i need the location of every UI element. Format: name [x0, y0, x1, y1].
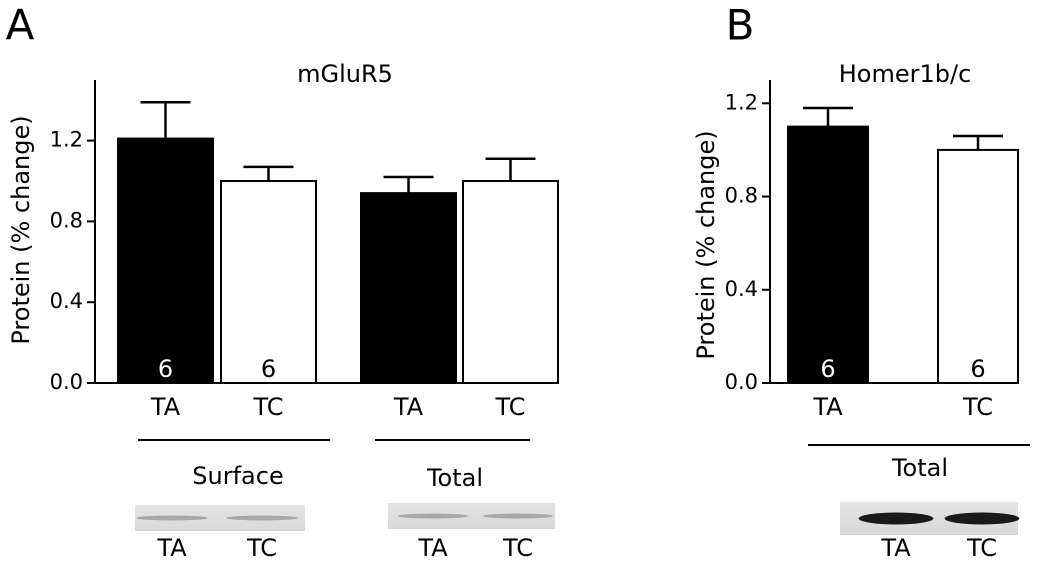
- n-label: 6: [820, 355, 835, 383]
- y-tick-label: 0.8: [50, 208, 83, 232]
- blot-band: [858, 512, 934, 525]
- bar: [462, 180, 559, 384]
- n-label: 6: [970, 355, 985, 383]
- blot-lane-label: TC: [246, 534, 277, 562]
- group-label: Surface: [192, 462, 283, 490]
- blot-lane-label: TA: [880, 534, 911, 562]
- x-tick-label: TC: [252, 393, 283, 421]
- chart-title: Homer1b/c: [839, 60, 972, 88]
- x-tick-label: TA: [393, 393, 424, 421]
- blot-lane-label: TA: [156, 534, 187, 562]
- n-label: 6: [261, 355, 276, 383]
- panel-label: B: [726, 1, 755, 50]
- y-tick-label: 0.4: [725, 277, 758, 301]
- blot-lane-label: TC: [966, 534, 997, 562]
- y-axis-label: Protein (% change): [7, 115, 35, 344]
- blot-band: [944, 512, 1020, 525]
- y-axis-label: Protein (% change): [692, 130, 720, 359]
- blot-band: [482, 513, 554, 519]
- y-tick-label: 0.0: [50, 370, 83, 394]
- blot-lane-label: TA: [417, 534, 448, 562]
- bar: [937, 148, 1019, 384]
- y-tick-label: 0.8: [725, 184, 758, 208]
- bar: [360, 192, 457, 384]
- x-tick-label: TC: [962, 393, 993, 421]
- bar: [787, 125, 869, 384]
- blot-band: [136, 515, 208, 521]
- y-tick-label: 0.0: [725, 370, 758, 394]
- blot-lane-label: TC: [502, 534, 533, 562]
- x-tick-label: TA: [150, 393, 181, 421]
- n-label: 6: [158, 355, 173, 383]
- group-label: Total: [426, 464, 483, 492]
- y-tick-label: 1.2: [725, 90, 758, 114]
- bar: [220, 180, 317, 384]
- blot-band: [226, 515, 298, 521]
- y-tick-label: 0.4: [50, 289, 83, 313]
- chart-title: mGluR5: [297, 60, 393, 88]
- bar: [117, 137, 214, 384]
- group-label: Total: [891, 454, 948, 482]
- x-tick-label: TC: [494, 393, 525, 421]
- x-tick-label: TA: [812, 393, 843, 421]
- panel-label: A: [6, 1, 35, 50]
- blot-band: [397, 513, 469, 519]
- y-tick-label: 1.2: [50, 128, 83, 152]
